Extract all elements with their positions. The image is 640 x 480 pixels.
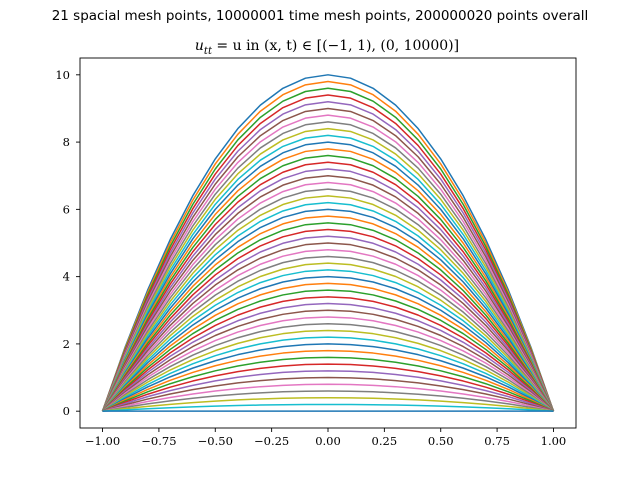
y-tick-label: 4 [63,270,70,284]
curve-line [102,356,554,412]
curve-line [101,80,555,412]
curve-line [102,370,554,412]
curve-line [101,248,555,412]
y-tick-label: 2 [63,337,70,351]
curve-line [101,215,555,412]
x-tick-label: 0.75 [484,434,510,448]
curve-line [102,390,554,412]
curve-line [102,282,554,412]
curve-line [102,363,554,412]
y-tick-label: 6 [63,202,70,216]
curve-line [101,100,555,412]
curve-line [102,383,554,412]
curve-line [102,302,554,412]
y-tick-label: 10 [55,68,70,82]
curve-line [102,403,554,412]
curve-line [102,349,554,412]
x-tick-label: 0.25 [372,434,398,448]
y-tick-label: 8 [63,135,70,149]
curve-line [101,255,555,412]
x-axis: −1.00 −0.75 −0.50 −0.25 0.00 0.25 0.50 0.75 1.00 [85,428,566,448]
curve-line [101,174,555,412]
axes-title-u: u [195,38,204,54]
curve-line [102,376,554,412]
curve-line [101,188,555,412]
x-tick-label: −0.50 [198,434,233,448]
x-tick-label: −1.00 [85,434,120,448]
curve-line [102,322,554,412]
figure-suptitle: 21 spacial mesh points, 10000001 time me… [52,8,589,24]
x-tick-label: −0.75 [141,434,176,448]
x-tick-label: 1.00 [541,434,567,448]
curve-line [101,87,555,412]
curves-group [101,74,555,412]
curve-line [101,235,555,412]
curve-line [101,201,555,412]
curve-line [101,107,555,412]
curve-line [102,396,554,412]
curve-line [101,94,555,412]
curve-line [101,222,555,412]
curve-line [101,154,555,412]
curve-line [101,195,555,412]
curve-line [101,121,555,412]
curve-line [101,228,555,412]
curve-line [101,74,555,412]
curve-line [102,289,554,412]
y-axis: 0 2 4 6 8 10 [55,68,80,418]
curve-line [101,262,555,412]
curve-line [102,329,554,412]
curve-line [101,181,555,412]
curve-line [102,336,554,412]
curve-line [101,141,555,412]
curve-line [101,242,555,412]
y-tick-label: 0 [63,404,70,418]
curve-line [102,316,554,412]
curve-line [102,309,554,412]
curve-line [101,114,555,412]
x-tick-label: 0.00 [315,434,341,448]
axes-title-subscript: tt [204,46,213,57]
curve-line [101,168,555,412]
curve-line [102,296,554,412]
curve-line [101,134,555,412]
x-tick-label: 0.50 [428,434,454,448]
curve-line [102,343,554,412]
curve-line [101,269,555,412]
curve-line [101,275,555,412]
x-tick-label: −0.25 [254,434,289,448]
curve-line [101,208,555,412]
axes-title-rest: = u in (x, t) ∈ [(−1, 1), (0, 10000)] [212,38,459,54]
curve-line [101,127,555,412]
axes-title: utt = u in (x, t) ∈ [(−1, 1), (0, 10000)… [195,38,459,57]
curve-line [101,148,555,412]
curve-line [101,161,555,412]
